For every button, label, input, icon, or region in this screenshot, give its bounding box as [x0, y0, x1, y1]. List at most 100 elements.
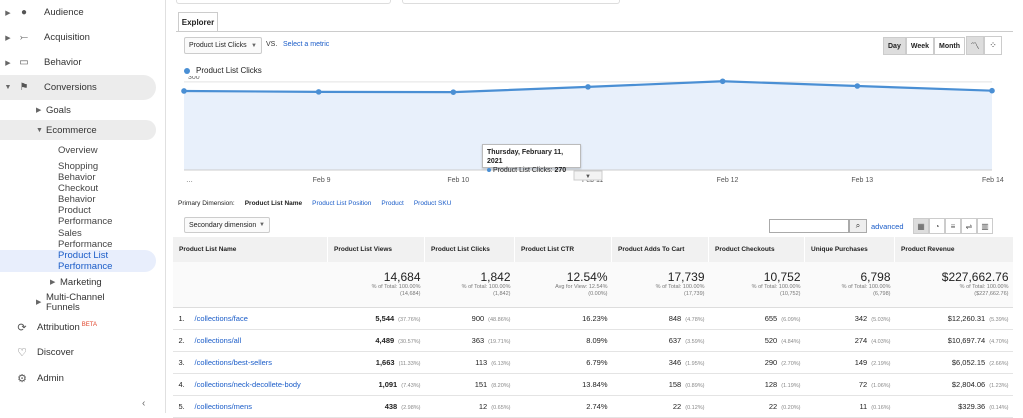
- caret-right-icon: ▶: [5, 9, 11, 17]
- nav-product-list-performance[interactable]: Product List Performance: [0, 250, 156, 272]
- cell-value: 158: [668, 379, 682, 389]
- total-note: % of Total: 100.00%: [461, 284, 511, 290]
- nav-admin[interactable]: ⚙ Admin: [0, 366, 166, 391]
- col-header-checkouts[interactable]: Product Checkouts: [708, 237, 805, 262]
- tab-divider: [176, 31, 1013, 32]
- dim-product[interactable]: Product: [381, 200, 404, 207]
- nav-shopping-behavior[interactable]: Shopping Behavior: [58, 161, 99, 183]
- col-header-name[interactable]: Product List Name: [172, 237, 328, 262]
- total-abs: (14,684): [400, 290, 421, 297]
- row-link[interactable]: /collections/all: [194, 335, 242, 345]
- performance-view-icon[interactable]: ≡: [945, 218, 961, 234]
- table-cell: 290 (2.70%): [708, 351, 805, 374]
- cell-value: 16.23%: [582, 313, 608, 323]
- nav-checkout-behavior[interactable]: Checkout Behavior: [58, 183, 99, 205]
- nav-audience[interactable]: ▶ ● Audience: [0, 0, 166, 25]
- cell-value: 900: [471, 313, 485, 323]
- dim-product-list-position[interactable]: Product List Position: [312, 200, 372, 207]
- x-tick-label: Feb 10: [447, 177, 469, 184]
- table-search-input[interactable]: [769, 219, 849, 233]
- row-name-cell: 2. /collections/all: [172, 329, 328, 352]
- cell-value: 72: [858, 379, 868, 389]
- nav-sales-performance[interactable]: Sales Performance: [58, 228, 113, 250]
- nav-conversions[interactable]: ▼ ⚑ Conversions: [0, 75, 156, 100]
- dim-product-list-name[interactable]: Product List Name: [244, 200, 303, 207]
- table-cell: 6.79%: [514, 351, 612, 374]
- metric-select[interactable]: Product List Clicks ▼: [184, 37, 262, 54]
- table-cell: 274 (4.03%): [804, 329, 895, 352]
- nav-attribution[interactable]: ⟳ Attribution BETA: [0, 315, 166, 340]
- week-button[interactable]: Week: [905, 37, 935, 55]
- nav-discover[interactable]: ♡ Discover: [0, 340, 166, 365]
- table-row: 4./collections/neck-decollete-body 1,091(…: [172, 373, 1013, 396]
- row-link[interactable]: /collections/mens: [194, 401, 253, 411]
- col-header-views[interactable]: Product List Views: [327, 237, 425, 262]
- row-link[interactable]: /collections/best-sellers: [194, 357, 273, 367]
- advanced-filter-link[interactable]: advanced: [871, 222, 904, 231]
- nav-product-performance[interactable]: Product Performance: [58, 205, 113, 227]
- motion-chart-icon[interactable]: ⁘: [984, 36, 1002, 55]
- row-index: 3.: [178, 357, 185, 367]
- total-value: 14,684: [383, 270, 421, 284]
- nav-acquisition[interactable]: ▶ ⤚ Acquisition: [0, 25, 166, 50]
- month-button[interactable]: Month: [934, 37, 966, 55]
- cell-percent: (48.86%): [488, 316, 511, 323]
- grid-view-icon[interactable]: ▦: [913, 218, 929, 234]
- collapse-sidebar-icon[interactable]: ‹: [142, 398, 146, 409]
- tooltip-dot: [487, 168, 491, 172]
- cell-percent: (2.66%): [989, 360, 1009, 367]
- pivot-view-icon[interactable]: ▥: [977, 218, 993, 234]
- secondary-dimension-select[interactable]: Secondary dimension ▼: [184, 217, 270, 233]
- pie-view-icon[interactable]: ◔: [929, 218, 945, 234]
- col-header-clicks[interactable]: Product List Clicks: [424, 237, 515, 262]
- chevron-down-icon: ▼: [585, 174, 591, 180]
- cell-value: 290: [764, 357, 778, 367]
- select-metric-link[interactable]: Select a metric: [283, 41, 330, 48]
- caret-right-icon: ▶: [5, 34, 11, 42]
- col-header-ctr[interactable]: Product List CTR: [514, 237, 612, 262]
- total-value: 6,798: [860, 270, 891, 284]
- nav-ecommerce[interactable]: ▼ Ecommerce: [0, 120, 156, 140]
- total-cell: 1,842% of Total: 100.00% (1,842): [424, 262, 515, 308]
- nav-overview[interactable]: Overview: [58, 145, 98, 156]
- top-box: [402, 0, 620, 4]
- search-icon[interactable]: ⌕: [849, 219, 867, 233]
- cell-value: 274: [854, 335, 868, 345]
- col-header-revenue[interactable]: Product Revenue: [894, 237, 1013, 262]
- total-value: 1,842: [480, 270, 511, 284]
- table-cell: 520 (4.84%): [708, 329, 805, 352]
- nav-goals[interactable]: ▶ Goals: [36, 104, 71, 116]
- nav-multi-channel-funnels[interactable]: ▶ Multi-Channel Funnels: [36, 292, 105, 313]
- table-cell: 848 (4.78%): [611, 307, 709, 330]
- cell-percent: (19.71%): [488, 338, 511, 345]
- col-header-purchases[interactable]: Unique Purchases: [804, 237, 895, 262]
- dim-product-sku[interactable]: Product SKU: [413, 200, 452, 207]
- row-link[interactable]: /collections/face: [194, 313, 248, 323]
- cell-value: $6,052.15: [951, 357, 986, 367]
- table-cell: 655 (6.09%): [708, 307, 805, 330]
- comparison-view-icon[interactable]: ⇌: [961, 218, 977, 234]
- table-cell: 151 (8.20%): [424, 373, 515, 396]
- line-chart-icon[interactable]: 〽: [966, 36, 984, 55]
- cell-value: 8.09%: [586, 335, 608, 345]
- caret-right-icon: ▶: [36, 299, 42, 306]
- table-cell: 900 (48.86%): [424, 307, 515, 330]
- nav-behavior[interactable]: ▶ ▭ Behavior: [0, 50, 166, 75]
- nav-marketing[interactable]: ▶ Marketing: [50, 276, 102, 288]
- table-cell: 11 (0.16%): [804, 395, 895, 418]
- day-button[interactable]: Day: [883, 37, 906, 55]
- tab-explorer[interactable]: Explorer: [178, 12, 218, 32]
- row-link[interactable]: /collections/neck-decollete-body: [194, 379, 301, 389]
- table-cell: 113 (6.13%): [424, 351, 515, 374]
- caret-right-icon: ▶: [50, 279, 56, 286]
- data-point: [315, 89, 322, 95]
- cell-value: $329.36: [958, 401, 986, 411]
- gear-icon: ⚙: [17, 373, 27, 385]
- cell-percent: (1.95%): [685, 360, 705, 367]
- chevron-down-icon: ▼: [259, 222, 265, 228]
- granularity-buttons: Day Week Month: [883, 37, 966, 55]
- totals-row: 14,684 % of Total: 100.00% (14,684) 1,842% …: [172, 262, 1013, 308]
- col-header-adds[interactable]: Product Adds To Cart: [611, 237, 709, 262]
- x-tick-label: Feb 9: [313, 177, 331, 184]
- cell-percent: (1.19%): [781, 382, 801, 389]
